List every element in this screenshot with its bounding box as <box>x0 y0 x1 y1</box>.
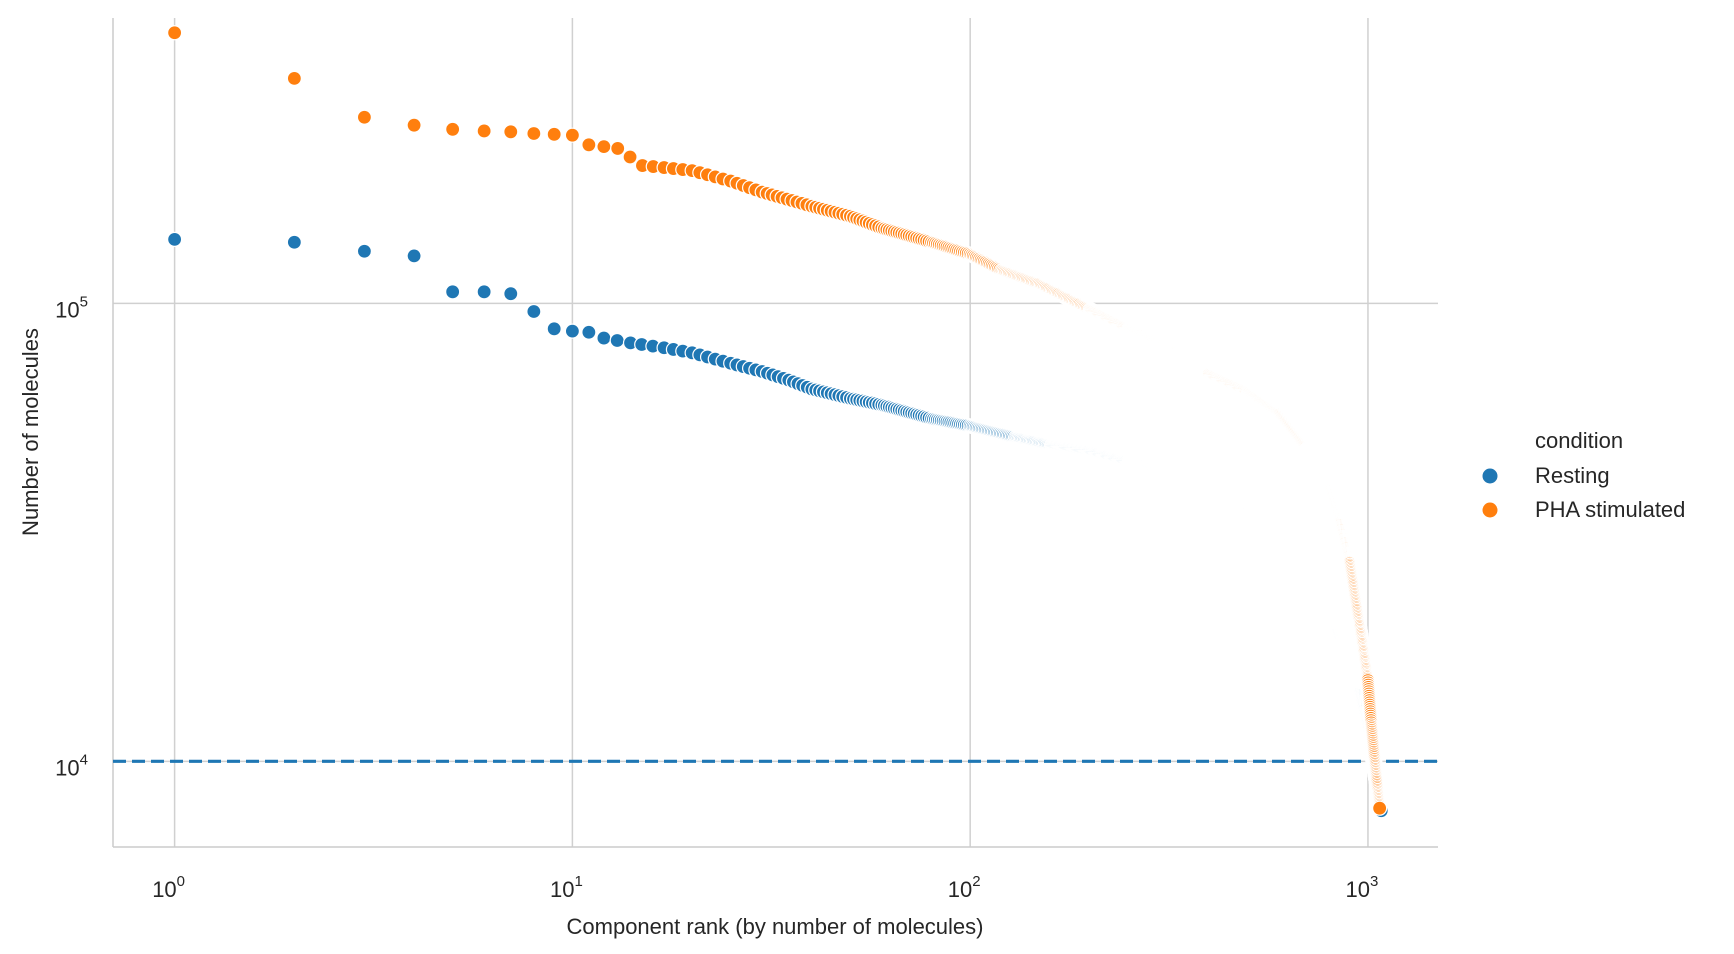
x-tick-label: 103 <box>1346 873 1379 902</box>
legend: condition Resting PHA stimulated <box>1481 428 1685 522</box>
x-tick-exponent: 2 <box>972 873 980 890</box>
y-tick-label: 105 <box>55 293 88 322</box>
grid <box>113 18 1438 847</box>
x-tick-base: 10 <box>1346 877 1370 902</box>
series-pha-stimulated <box>167 25 1388 816</box>
data-point <box>167 231 183 247</box>
legend-label: PHA stimulated <box>1535 497 1685 522</box>
series-resting <box>167 231 1389 819</box>
data-point <box>167 25 183 41</box>
x-tick-base: 10 <box>152 877 176 902</box>
data-point <box>503 124 519 140</box>
data-point <box>356 109 373 125</box>
x-axis-title: Component rank (by number of molecules) <box>567 914 984 939</box>
y-tick-label: 104 <box>55 751 88 780</box>
data-point <box>406 117 422 133</box>
x-tick-exponent: 3 <box>1370 873 1378 890</box>
x-tick-exponent: 1 <box>574 873 582 890</box>
legend-marker <box>1481 501 1499 519</box>
data-point <box>609 332 625 349</box>
x-tick-base: 10 <box>550 877 574 902</box>
data-point <box>581 137 597 153</box>
axes <box>112 18 1438 848</box>
legend-marker <box>1481 467 1499 485</box>
data-point <box>546 126 562 142</box>
x-tick-label: 101 <box>550 873 583 902</box>
y-tick-exponent: 5 <box>80 293 88 310</box>
data-point <box>406 248 422 264</box>
x-tick-base: 10 <box>948 877 972 902</box>
x-tick-label: 100 <box>152 873 185 902</box>
data-point <box>596 138 612 155</box>
data-point <box>564 323 580 339</box>
points-layer <box>167 25 1389 819</box>
data-point <box>476 123 492 139</box>
legend-title: condition <box>1535 428 1623 453</box>
y-axis-title: Number of molecules <box>18 328 43 536</box>
data-point <box>596 330 612 346</box>
data-point <box>286 234 302 250</box>
legend-label: Resting <box>1535 463 1610 488</box>
data-point <box>1372 800 1388 816</box>
data-point <box>546 321 562 337</box>
y-tick-base: 10 <box>55 755 79 780</box>
data-point <box>610 140 626 157</box>
data-point <box>622 149 638 165</box>
data-point <box>476 284 492 300</box>
legend-items: Resting PHA stimulated <box>1481 463 1685 522</box>
x-tick-exponent: 0 <box>177 873 185 890</box>
data-point <box>526 303 542 320</box>
y-tick-exponent: 4 <box>80 751 88 768</box>
data-point <box>445 284 461 300</box>
data-point <box>286 70 302 86</box>
data-point <box>526 125 542 142</box>
data-point <box>445 121 461 137</box>
y-tick-base: 10 <box>55 297 79 322</box>
data-point <box>356 243 373 259</box>
data-point <box>581 324 597 340</box>
data-point <box>503 286 519 302</box>
data-point <box>564 127 580 143</box>
x-tick-label: 102 <box>948 873 981 902</box>
